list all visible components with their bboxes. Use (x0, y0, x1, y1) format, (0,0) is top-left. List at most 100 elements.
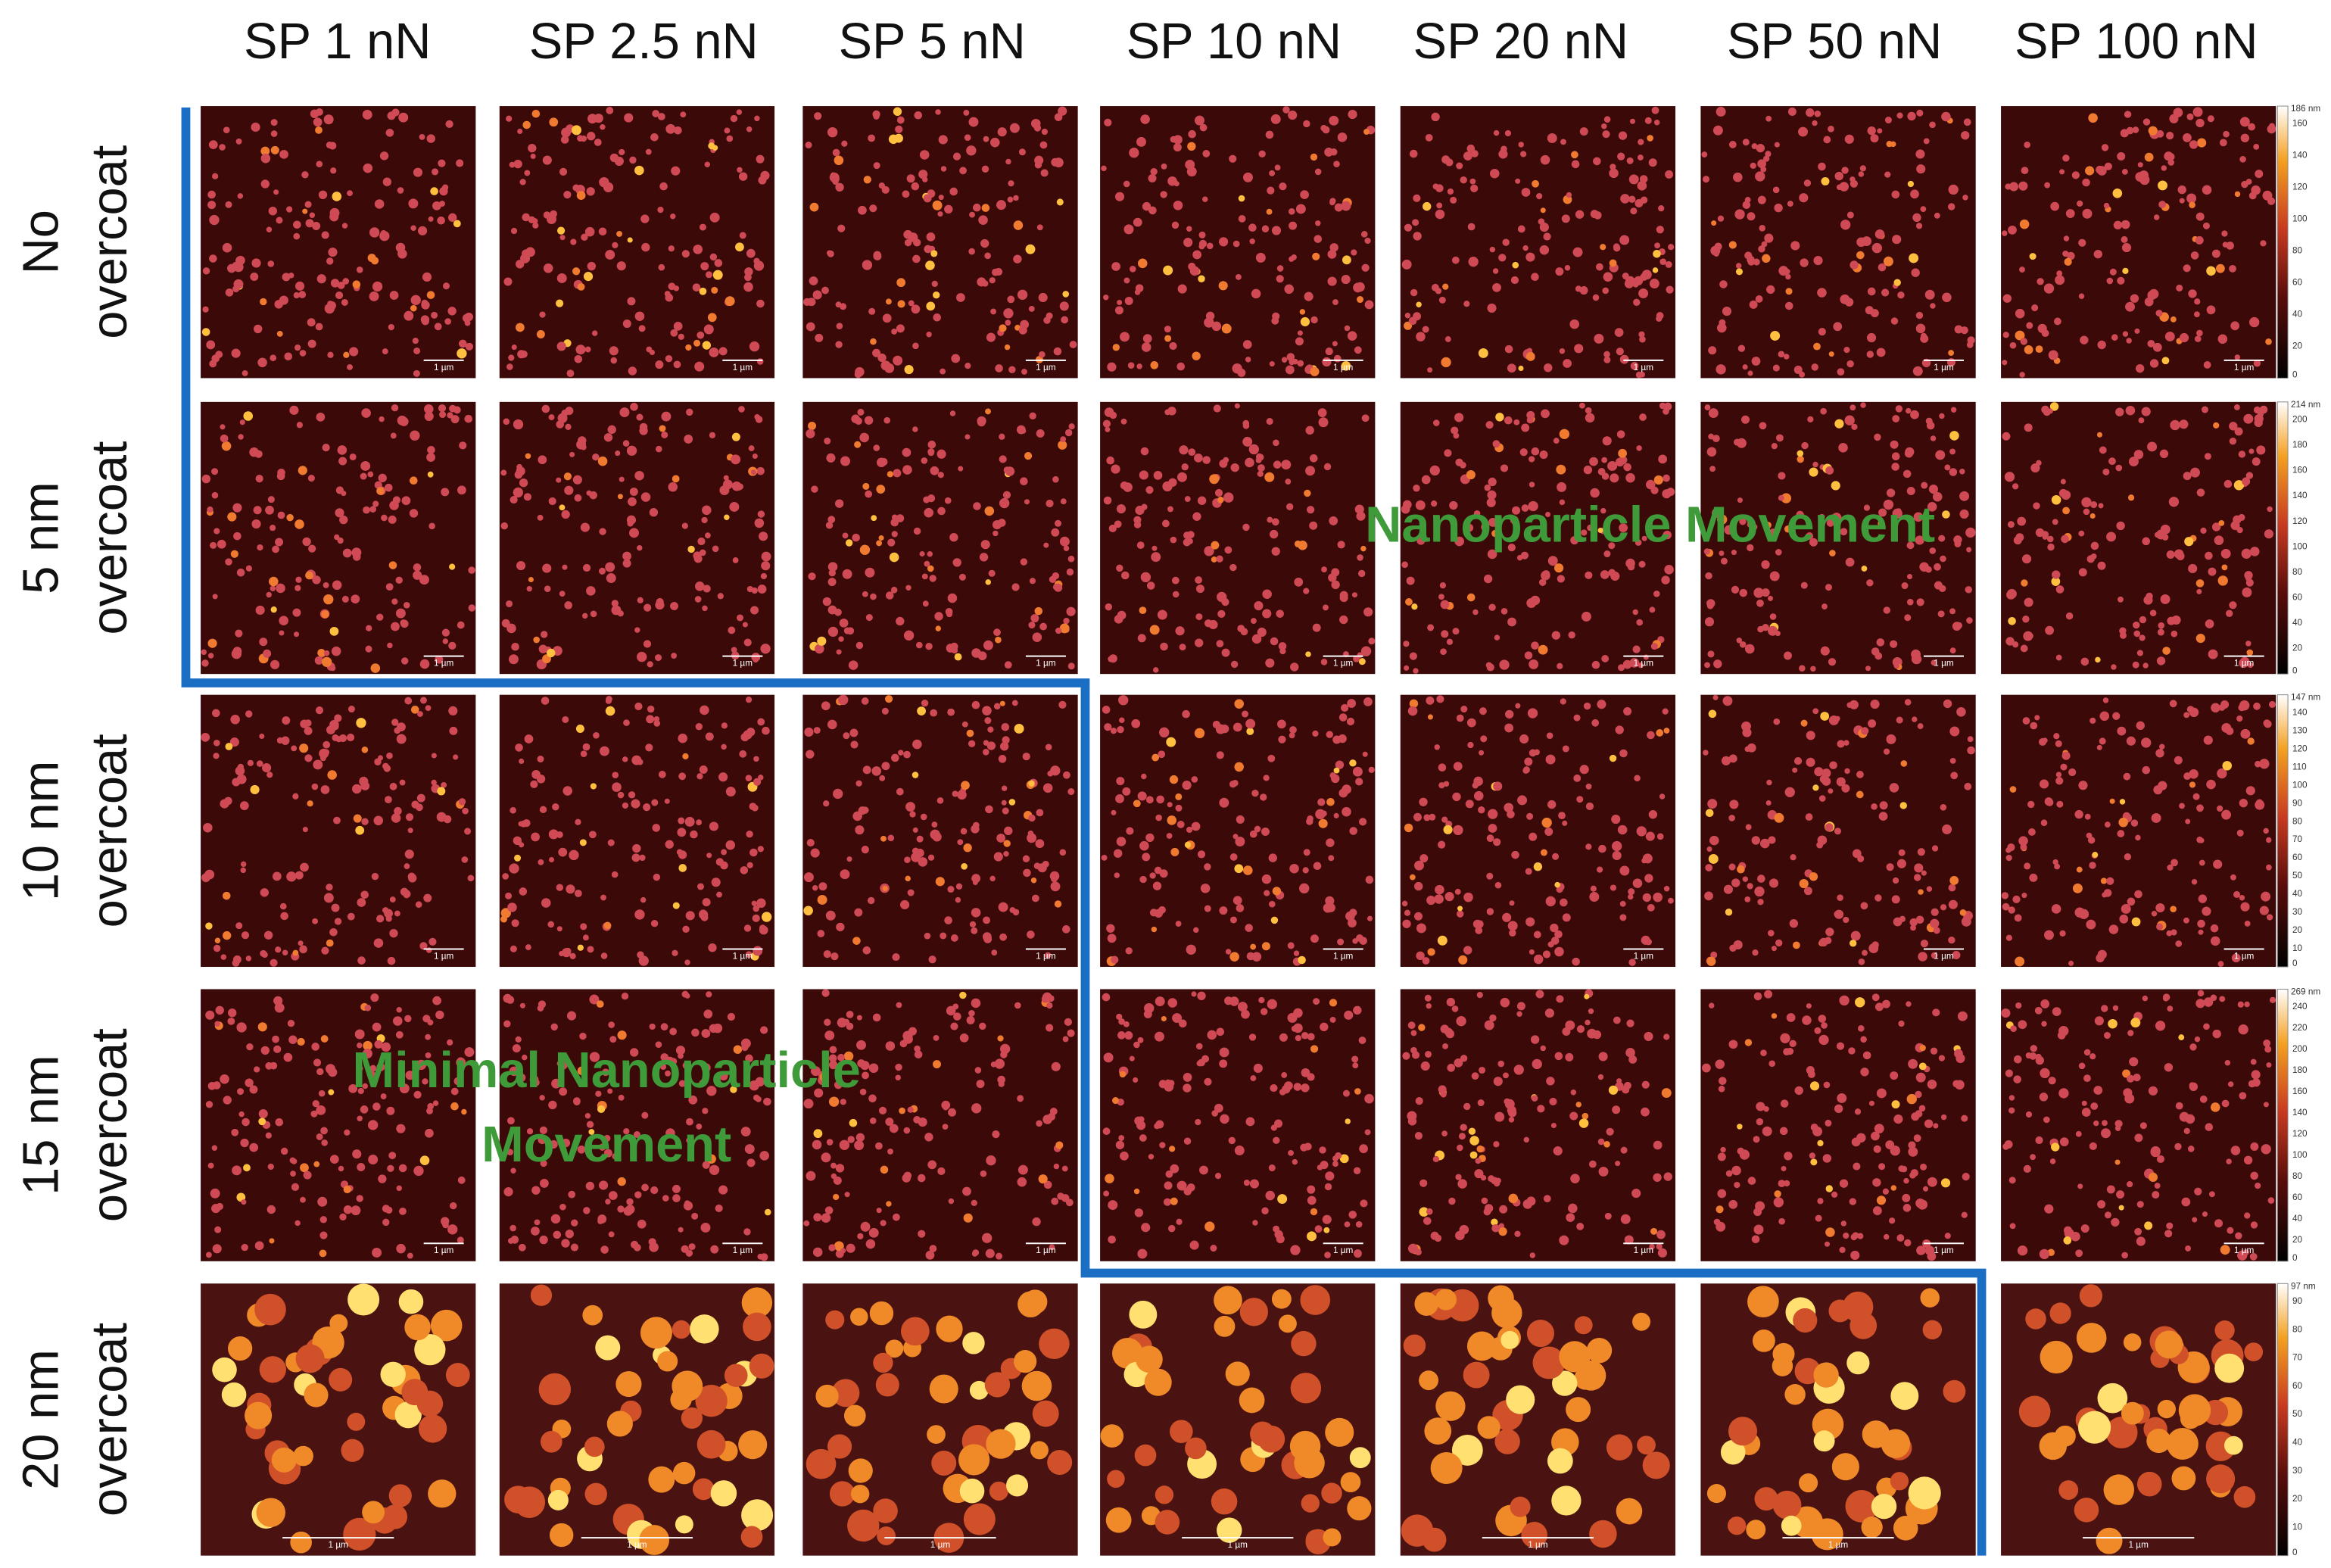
particle (538, 859, 544, 865)
particle (2108, 924, 2119, 934)
particle (1476, 920, 1484, 928)
particle (1665, 170, 1674, 179)
particle (1269, 170, 1276, 176)
particle (1281, 460, 1292, 470)
particle (1938, 1055, 1946, 1061)
particle (2151, 910, 2158, 917)
particle (1161, 163, 1167, 170)
particle (1307, 1195, 1317, 1205)
particle (201, 873, 210, 883)
particle (1436, 202, 1443, 209)
particle (1123, 1021, 1130, 1027)
scale-bar-label: 1 µm (1333, 363, 1354, 373)
particle (2001, 892, 2009, 899)
particle (812, 1139, 822, 1150)
particle (2229, 437, 2237, 445)
particle (1460, 461, 1466, 469)
particle (1211, 541, 1220, 550)
particle (2081, 1100, 2087, 1106)
particle (1628, 195, 1636, 203)
particle (2269, 123, 2275, 129)
particle (1507, 543, 1516, 552)
particle (1348, 1211, 1357, 1219)
particle (2024, 345, 2033, 354)
particle (1225, 949, 1232, 955)
particle (1801, 441, 1809, 450)
particle (366, 625, 372, 631)
particle (1531, 447, 1540, 456)
particle (1635, 199, 1644, 207)
afm-image: 1 µm (2001, 989, 2276, 1261)
particle (1204, 619, 1213, 628)
particle (1062, 291, 1070, 298)
particle (1133, 1041, 1140, 1049)
particle (740, 866, 749, 874)
particle (1425, 133, 1433, 142)
scale-bar-label: 1 µm (1934, 363, 1954, 373)
particle (917, 706, 926, 715)
colorbar-tick: 20 (2292, 341, 2303, 351)
scale-bar-label: 1 µm (2234, 659, 2255, 669)
particle (431, 779, 437, 786)
particle (245, 565, 253, 572)
particle (1803, 179, 1812, 187)
particle (807, 298, 816, 307)
particle (913, 1115, 921, 1124)
particle (813, 1213, 822, 1222)
particle (2226, 242, 2234, 250)
particle (1924, 289, 1935, 300)
particle (1413, 232, 1422, 241)
particle (563, 472, 572, 481)
particle (464, 1047, 475, 1058)
scale-bar-label: 1 µm (1036, 659, 1056, 669)
particle (1337, 132, 1348, 142)
particle (286, 871, 297, 882)
particle (1536, 192, 1543, 200)
particle (323, 594, 334, 605)
particle (1817, 1198, 1824, 1205)
particle (1441, 630, 1449, 638)
particle (979, 553, 989, 562)
particle (2230, 1146, 2241, 1155)
afm-image: 1 µm (499, 106, 775, 379)
particle (1177, 284, 1187, 294)
particle (670, 601, 679, 610)
particle (388, 323, 394, 331)
particle (1918, 952, 1927, 962)
particle (570, 1243, 579, 1252)
particle (2096, 953, 2105, 963)
particle (1155, 996, 1165, 1007)
particle (2263, 828, 2269, 834)
particle (1151, 753, 1160, 762)
particle (2017, 1245, 2028, 1256)
particle (1705, 572, 1712, 580)
particle (1774, 142, 1780, 148)
particle (2230, 321, 2240, 331)
particle (1914, 863, 1924, 873)
particle (1002, 807, 1009, 815)
particle (392, 1016, 403, 1026)
particle (1458, 1133, 1466, 1140)
particle (2250, 1171, 2258, 1180)
particle (1896, 1234, 1905, 1242)
particle (1108, 1200, 1118, 1211)
particle (1413, 194, 1421, 202)
particle (1120, 1151, 1129, 1161)
particle (2130, 819, 2139, 827)
particle (884, 695, 893, 703)
particle (1270, 1124, 1277, 1131)
particle (1812, 708, 1819, 715)
particle (607, 1088, 613, 1094)
particle (243, 1164, 251, 1172)
particle (1624, 1235, 1634, 1245)
particle (236, 774, 247, 784)
particle (414, 1334, 446, 1366)
particle (2041, 1021, 2047, 1027)
particle (876, 457, 887, 468)
particle (2111, 1217, 2120, 1227)
particle (1821, 777, 1831, 786)
particle (839, 1139, 850, 1150)
particle (328, 1089, 335, 1096)
particle (1942, 292, 1952, 303)
particle (1170, 1164, 1180, 1174)
